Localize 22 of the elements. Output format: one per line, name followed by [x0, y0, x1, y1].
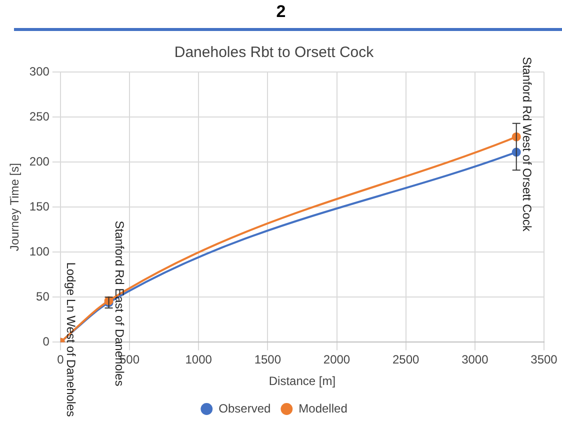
x-tick-label: 1000 — [185, 352, 212, 367]
annotation: Stanford Rd West of Orsett Cock — [520, 56, 534, 232]
y-tick-label: 100 — [29, 244, 50, 258]
y-axis-title: Journey Time [s] — [8, 163, 22, 252]
y-tick-label: 0 — [42, 334, 50, 349]
y-tick-label: 50 — [36, 289, 50, 304]
y-tick-label: 250 — [29, 109, 50, 124]
legend-label: Modelled — [298, 401, 348, 416]
x-axis-title: Distance [m] — [268, 374, 336, 388]
x-tick-label: 0 — [57, 352, 64, 367]
x-tick-label: 1500 — [254, 352, 282, 367]
chart-title: Daneholes Rbt to Orsett Cock — [174, 44, 374, 62]
legend-label: Observed — [218, 401, 271, 416]
y-tick-label: 300 — [29, 64, 50, 78]
x-tick-label: 2000 — [323, 352, 350, 367]
x-tick-label: 2500 — [392, 352, 420, 367]
y-tick-label: 200 — [29, 154, 50, 168]
text: 2 — [275, 1, 287, 23]
x-tick-label: 3500 — [530, 352, 558, 367]
y-tick-label: 150 — [29, 199, 50, 214]
x-tick-label: 3000 — [462, 352, 489, 367]
annotation: Lodge Ln West of Daneholes — [64, 262, 78, 417]
